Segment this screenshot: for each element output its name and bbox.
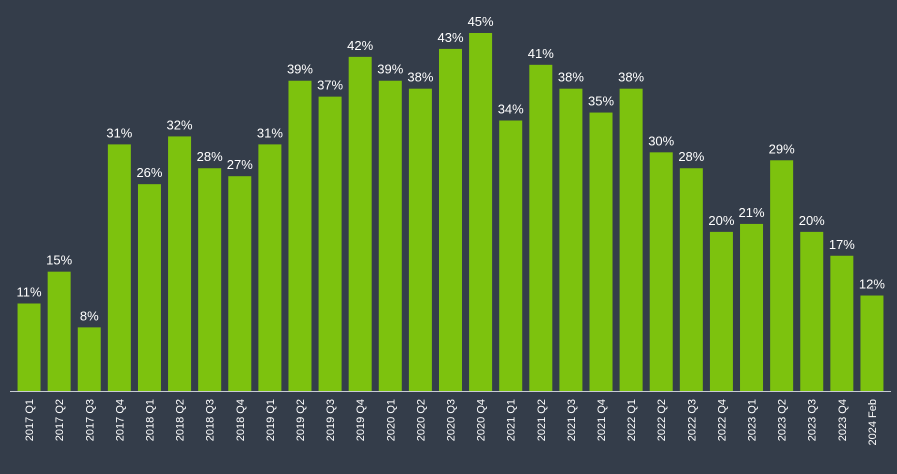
bar: [17, 303, 41, 391]
bar: [318, 96, 342, 391]
data-label: 31%: [106, 125, 132, 140]
x-tick-label: 2017 Q3: [84, 399, 96, 441]
x-tick-label: 2019 Q4: [355, 399, 367, 441]
data-label: 17%: [829, 237, 855, 252]
data-label: 28%: [197, 149, 223, 164]
bar: [589, 112, 613, 391]
data-label: 38%: [558, 70, 584, 85]
x-tick-labels-group: 2017 Q1 2017 Q2 2017 Q3 2017 Q4 2018 Q1 2018 …: [24, 399, 879, 445]
data-label: 42%: [347, 38, 373, 53]
x-tick-label: 2021 Q3: [566, 399, 578, 441]
x-tick-label: 2021 Q2: [536, 399, 548, 441]
data-label: 26%: [136, 165, 162, 180]
data-label: 45%: [468, 14, 494, 29]
data-label: 41%: [528, 46, 554, 61]
bar: [378, 80, 402, 391]
data-label: 27%: [227, 157, 253, 172]
x-tick-label: 2018 Q1: [144, 399, 156, 441]
x-tick-label: 2018 Q4: [235, 399, 247, 441]
data-label: 28%: [678, 149, 704, 164]
data-label: 31%: [257, 125, 283, 140]
x-tick-label: 2022 Q1: [626, 399, 638, 441]
x-tick-label: 2017 Q2: [54, 399, 66, 441]
bar: [408, 88, 432, 391]
data-label: 39%: [287, 62, 313, 77]
data-label: 29%: [769, 141, 795, 156]
bar: [258, 144, 282, 391]
bar: [137, 184, 161, 391]
data-label: 38%: [407, 70, 433, 85]
data-label: 12%: [859, 277, 885, 292]
data-label: 20%: [799, 213, 825, 228]
x-tick-label: 2023 Q1: [747, 399, 759, 441]
data-label: 35%: [588, 94, 614, 109]
bar: [288, 80, 312, 391]
value-labels-group: 11% 15% 8% 31% 26% 32% 28% 27% 31% 39% 37% 42% 39% 38…: [17, 14, 886, 323]
x-tick-label: 2023 Q2: [777, 399, 789, 441]
x-tick-label: 2024 Feb: [867, 399, 879, 445]
bar: [107, 144, 131, 391]
x-tick-label: 2018 Q3: [205, 399, 217, 441]
bar: [649, 152, 673, 391]
x-tick-label: 2017 Q4: [114, 399, 126, 441]
x-tick-label: 2019 Q3: [325, 399, 337, 441]
data-label: 11%: [17, 284, 42, 299]
data-label: 21%: [739, 205, 765, 220]
bar: [770, 160, 794, 391]
bars-group: [17, 33, 884, 392]
data-label: 34%: [498, 102, 524, 117]
bar: [559, 88, 583, 391]
x-tick-label: 2021 Q1: [506, 399, 518, 441]
bar: [348, 56, 372, 392]
bar: [198, 168, 222, 391]
bar: [709, 231, 733, 391]
data-label: 37%: [317, 78, 343, 93]
x-tick-label: 2022 Q3: [686, 399, 698, 441]
bar: [168, 136, 192, 391]
x-tick-label: 2020 Q4: [476, 399, 488, 441]
x-tick-label: 2023 Q3: [807, 399, 819, 441]
data-label: 43%: [437, 30, 463, 45]
data-label: 8%: [80, 308, 99, 323]
x-tick-label: 2020 Q3: [446, 399, 458, 441]
x-tick-label: 2023 Q4: [837, 399, 849, 441]
x-tick-label: 2019 Q1: [265, 399, 277, 441]
bar: [228, 176, 252, 391]
bar: [679, 168, 703, 391]
x-tick-label: 2022 Q2: [656, 399, 668, 441]
bar: [499, 120, 523, 391]
bar: [469, 33, 493, 391]
x-tick-label: 2020 Q1: [385, 399, 397, 441]
data-label: 38%: [618, 70, 644, 85]
x-tick-label: 2017 Q1: [24, 399, 36, 441]
data-label: 15%: [46, 253, 72, 268]
x-tick-label: 2018 Q2: [175, 399, 187, 441]
data-label: 39%: [377, 62, 403, 77]
bar: [77, 327, 101, 391]
x-tick-label: 2019 Q2: [295, 399, 307, 441]
bar: [619, 88, 643, 391]
bar: [47, 271, 71, 391]
bar: [800, 231, 824, 391]
bar: [830, 255, 854, 391]
bar: [439, 48, 462, 391]
x-tick-label: 2022 Q4: [716, 399, 728, 441]
bar: [860, 295, 884, 391]
data-label: 32%: [167, 117, 193, 132]
x-tick-label: 2020 Q2: [415, 399, 427, 441]
x-tick-label: 2021 Q4: [596, 399, 608, 441]
data-label: 20%: [708, 213, 734, 228]
bar: [529, 64, 553, 391]
bar: [740, 223, 764, 391]
data-label: 30%: [648, 133, 674, 148]
